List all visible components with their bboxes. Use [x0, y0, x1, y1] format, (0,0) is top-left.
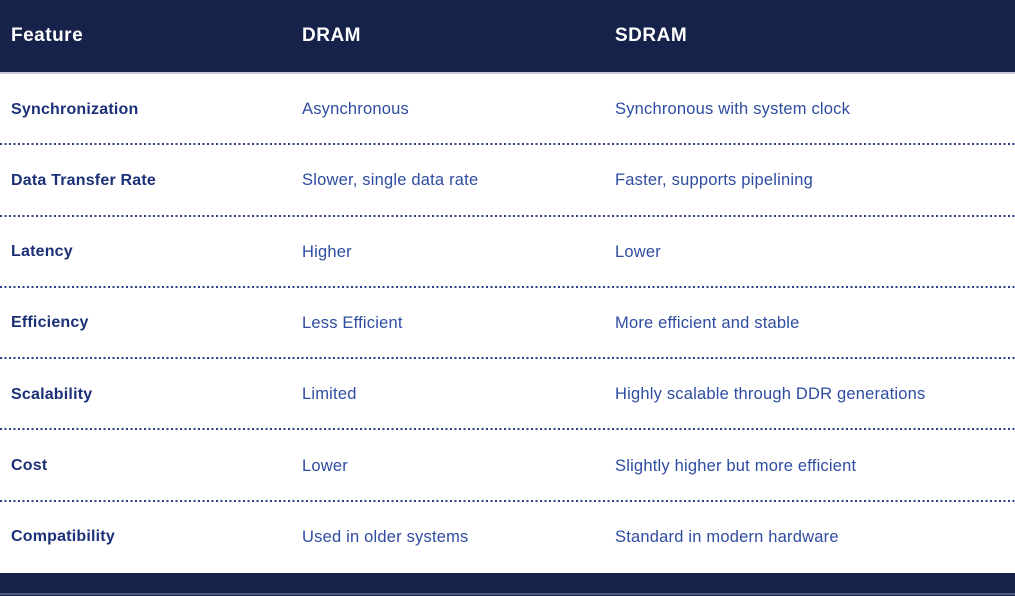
sdram-value-cell: Highly scalable through DDR generations — [615, 385, 926, 404]
table-row: Data Transfer Rate Slower, single data ra… — [0, 145, 1015, 217]
table-row: Cost Lower Slightly higher but more effici… — [0, 430, 1015, 502]
sdram-value-cell: Faster, supports pipelining — [615, 171, 814, 190]
table-row: Scalability Limited Highly scalable throug… — [0, 359, 1015, 431]
footer-accent-line — [0, 593, 1015, 595]
feature-cell: Latency — [11, 243, 73, 261]
sdram-value-cell: Slightly higher but more efficient — [615, 456, 857, 475]
table-header-row: Feature DRAM SDRAM — [0, 0, 1015, 74]
column-header-dram: DRAM — [302, 25, 361, 46]
table-row: Compatibility Used in older systems Standa… — [0, 501, 1015, 573]
dram-value-cell: Less Efficient — [302, 313, 403, 332]
feature-cell: Data Transfer Rate — [11, 171, 156, 189]
table-row: Efficiency Less Efficient More efficient a… — [0, 287, 1015, 360]
feature-cell: Synchronization — [11, 100, 139, 118]
feature-cell: Compatibility — [11, 528, 115, 546]
dram-value-cell: Limited — [302, 385, 357, 404]
table-row: Latency Higher Lower — [0, 216, 1015, 289]
sdram-value-cell: More efficient and stable — [615, 313, 800, 332]
dram-value-cell: Higher — [302, 242, 352, 261]
dram-value-cell: Asynchronous — [302, 100, 409, 119]
table-footer-bar — [0, 573, 1015, 596]
feature-cell: Efficiency — [11, 314, 89, 332]
sdram-value-cell: Lower — [615, 242, 661, 261]
column-header-feature: Feature — [11, 25, 84, 46]
sdram-value-cell: Synchronous with system clock — [615, 100, 851, 119]
table-body: Synchronization Asynchronous Synchronous w… — [0, 74, 1015, 573]
table-row: Synchronization Asynchronous Synchronous w… — [0, 74, 1015, 146]
column-header-sdram: SDRAM — [615, 25, 688, 46]
feature-cell: Cost — [11, 457, 48, 475]
dram-value-cell: Used in older systems — [302, 527, 469, 546]
dram-value-cell: Lower — [302, 456, 348, 475]
feature-cell: Scalability — [11, 385, 93, 403]
dram-value-cell: Slower, single data rate — [302, 171, 479, 190]
sdram-value-cell: Standard in modern hardware — [615, 527, 839, 546]
